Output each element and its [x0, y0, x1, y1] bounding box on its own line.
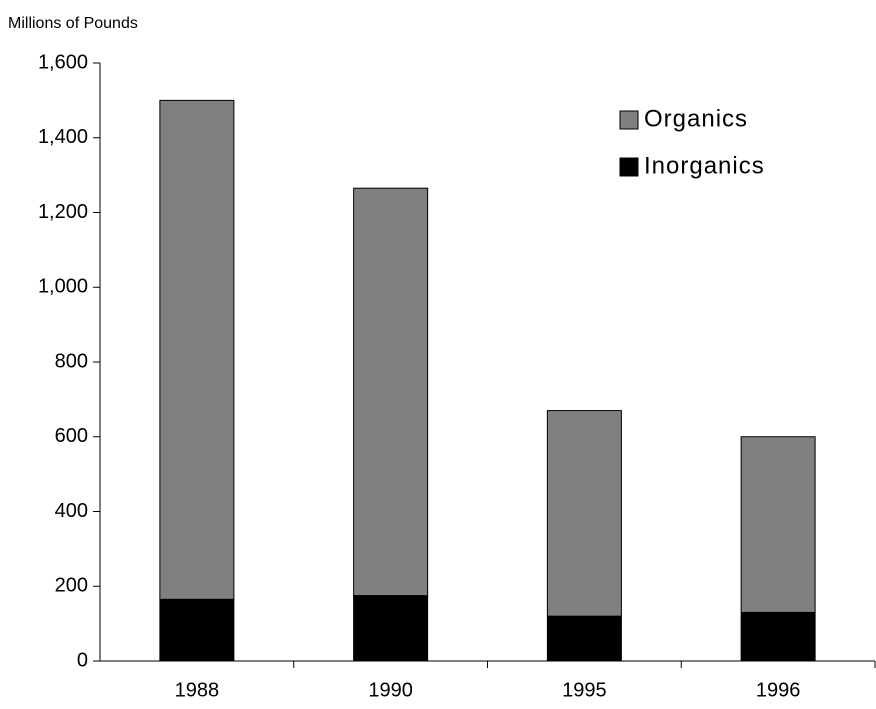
x-tick-label: 1995 [562, 679, 607, 701]
legend-swatch [619, 110, 639, 130]
legend-label: Organics [644, 105, 748, 132]
y-tick-label: 200 [55, 575, 88, 597]
bar-segment [546, 615, 622, 662]
y-tick-label: 0 [77, 649, 88, 671]
bar-segment [353, 595, 429, 662]
y-tick-label: 1,000 [38, 276, 88, 298]
legend-label: Inorganics [644, 152, 765, 179]
y-tick-label: 1,200 [38, 201, 88, 223]
bar-segment [159, 99, 235, 600]
x-tick-label: 1988 [175, 679, 220, 701]
y-tick-label: 800 [55, 350, 88, 372]
y-axis-title: Millions of Pounds [8, 15, 138, 32]
y-tick-label: 1,400 [38, 126, 88, 148]
bar-segment [546, 410, 622, 617]
bar-segment [740, 436, 816, 613]
legend-swatch [619, 157, 639, 177]
y-tick-label: 400 [55, 500, 88, 522]
bar-segment [353, 187, 429, 597]
bar-segment [159, 598, 235, 662]
y-tick-label: 600 [55, 425, 88, 447]
x-tick-label: 1990 [368, 679, 413, 701]
y-tick-label: 1,600 [38, 51, 88, 73]
x-tick-label: 1996 [756, 679, 801, 701]
bar-segment [740, 611, 816, 662]
